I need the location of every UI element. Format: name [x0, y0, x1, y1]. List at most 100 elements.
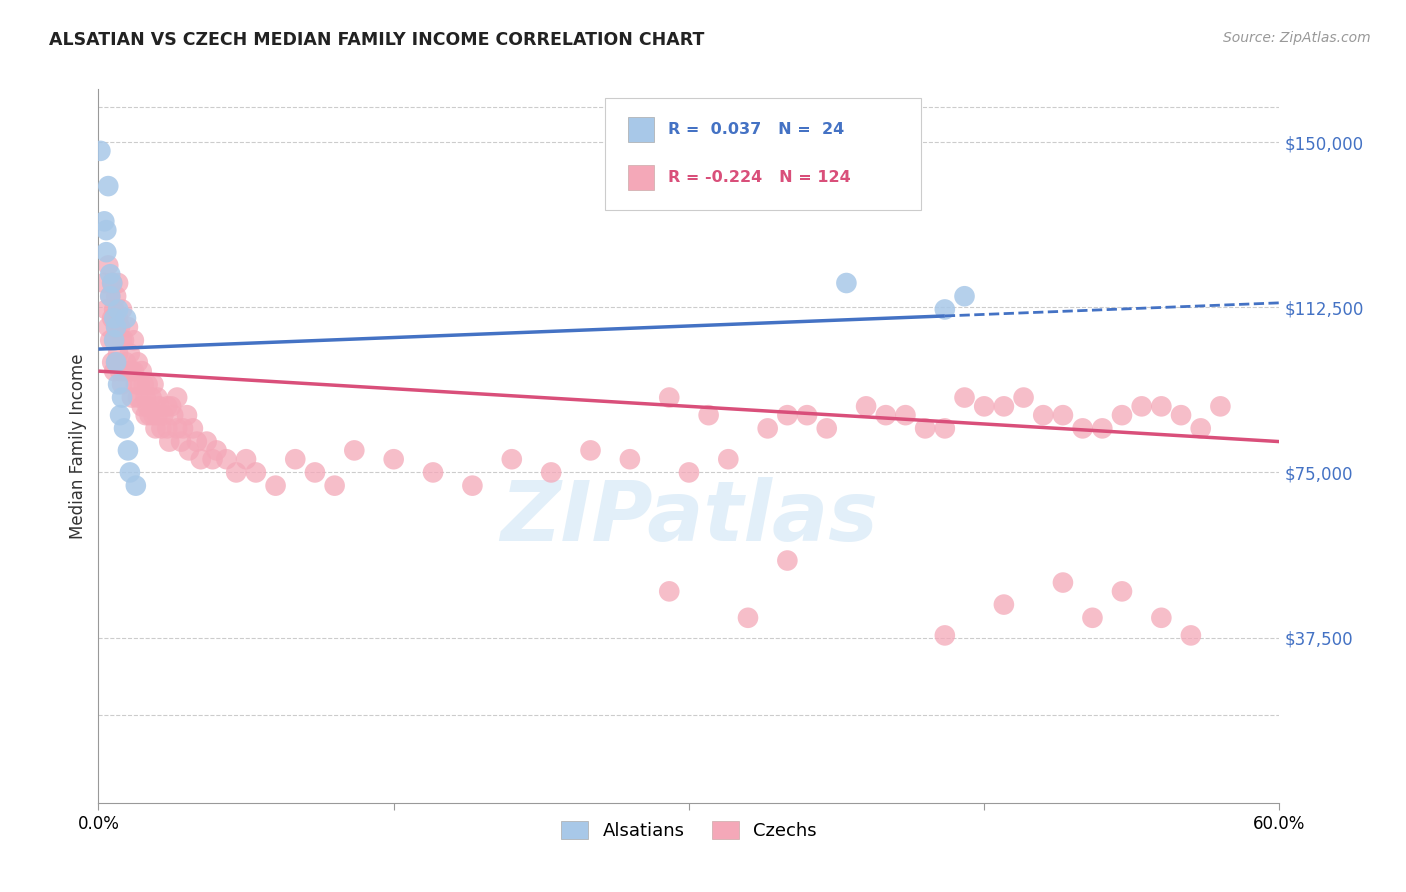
Point — [146, 391, 169, 405]
Point — [1189, 421, 1212, 435]
Point — [225, 466, 247, 480]
Point — [121, 364, 143, 378]
Point — [235, 452, 257, 467]
Point — [195, 434, 218, 449]
Point — [1111, 408, 1133, 422]
Point — [172, 421, 194, 435]
Point — [107, 377, 129, 392]
Point — [97, 320, 120, 334]
Point — [678, 466, 700, 480]
Point — [1180, 628, 1202, 642]
Point — [135, 408, 157, 422]
Point — [190, 452, 212, 467]
Point — [93, 214, 115, 228]
Point — [382, 452, 405, 467]
Point — [201, 452, 224, 467]
Point — [125, 478, 148, 492]
Point — [105, 320, 128, 334]
Point — [166, 421, 188, 435]
Text: ALSATIAN VS CZECH MEDIAN FAMILY INCOME CORRELATION CHART: ALSATIAN VS CZECH MEDIAN FAMILY INCOME C… — [49, 31, 704, 49]
Point — [973, 400, 995, 414]
Point — [934, 628, 956, 642]
Point — [111, 377, 134, 392]
Point — [97, 259, 120, 273]
Point — [103, 333, 125, 347]
Point — [205, 443, 228, 458]
Point — [98, 289, 121, 303]
Point — [993, 598, 1015, 612]
Point — [142, 377, 165, 392]
Point — [875, 408, 897, 422]
Point — [105, 355, 128, 369]
Point — [145, 421, 167, 435]
Point — [98, 289, 121, 303]
Point — [304, 466, 326, 480]
Point — [135, 391, 157, 405]
Point — [160, 400, 183, 414]
Point — [96, 245, 118, 260]
Point — [166, 391, 188, 405]
Point — [156, 421, 179, 435]
Point — [162, 408, 184, 422]
Point — [264, 478, 287, 492]
Point — [658, 584, 681, 599]
Point — [117, 443, 139, 458]
Point — [136, 400, 159, 414]
Point — [157, 434, 180, 449]
Point — [152, 408, 174, 422]
Point — [1071, 421, 1094, 435]
Point — [103, 364, 125, 378]
Point — [101, 276, 124, 290]
Point — [776, 553, 799, 567]
Point — [122, 333, 145, 347]
Point — [953, 391, 976, 405]
Point — [501, 452, 523, 467]
Text: R = -0.224   N = 124: R = -0.224 N = 124 — [668, 169, 851, 185]
Point — [131, 364, 153, 378]
Point — [125, 377, 148, 392]
Point — [658, 391, 681, 405]
Point — [1130, 400, 1153, 414]
Point — [461, 478, 484, 492]
Point — [245, 466, 267, 480]
Point — [103, 333, 125, 347]
Point — [98, 267, 121, 281]
Point — [1052, 575, 1074, 590]
Point — [96, 302, 118, 317]
Point — [101, 276, 124, 290]
Point — [112, 421, 135, 435]
Point — [756, 421, 779, 435]
Point — [1150, 611, 1173, 625]
Legend: Alsatians, Czechs: Alsatians, Czechs — [554, 814, 824, 847]
Point — [619, 452, 641, 467]
Point — [737, 611, 759, 625]
Point — [98, 333, 121, 347]
Point — [118, 466, 141, 480]
Point — [1052, 408, 1074, 422]
Point — [1081, 611, 1104, 625]
Point — [697, 408, 720, 422]
Point — [101, 311, 124, 326]
Point — [894, 408, 917, 422]
Point — [142, 408, 165, 422]
Point — [136, 377, 159, 392]
Point — [148, 400, 170, 414]
Point — [323, 478, 346, 492]
Point — [1170, 408, 1192, 422]
Point — [97, 179, 120, 194]
Point — [1032, 408, 1054, 422]
Point — [138, 408, 160, 422]
Point — [111, 333, 134, 347]
Point — [108, 320, 131, 334]
Point — [215, 452, 238, 467]
Point — [343, 443, 366, 458]
Point — [112, 364, 135, 378]
Point — [855, 400, 877, 414]
Point — [796, 408, 818, 422]
Point — [117, 320, 139, 334]
Point — [1209, 400, 1232, 414]
Point — [181, 421, 204, 435]
Point — [111, 302, 134, 317]
Point — [934, 302, 956, 317]
Point — [117, 364, 139, 378]
